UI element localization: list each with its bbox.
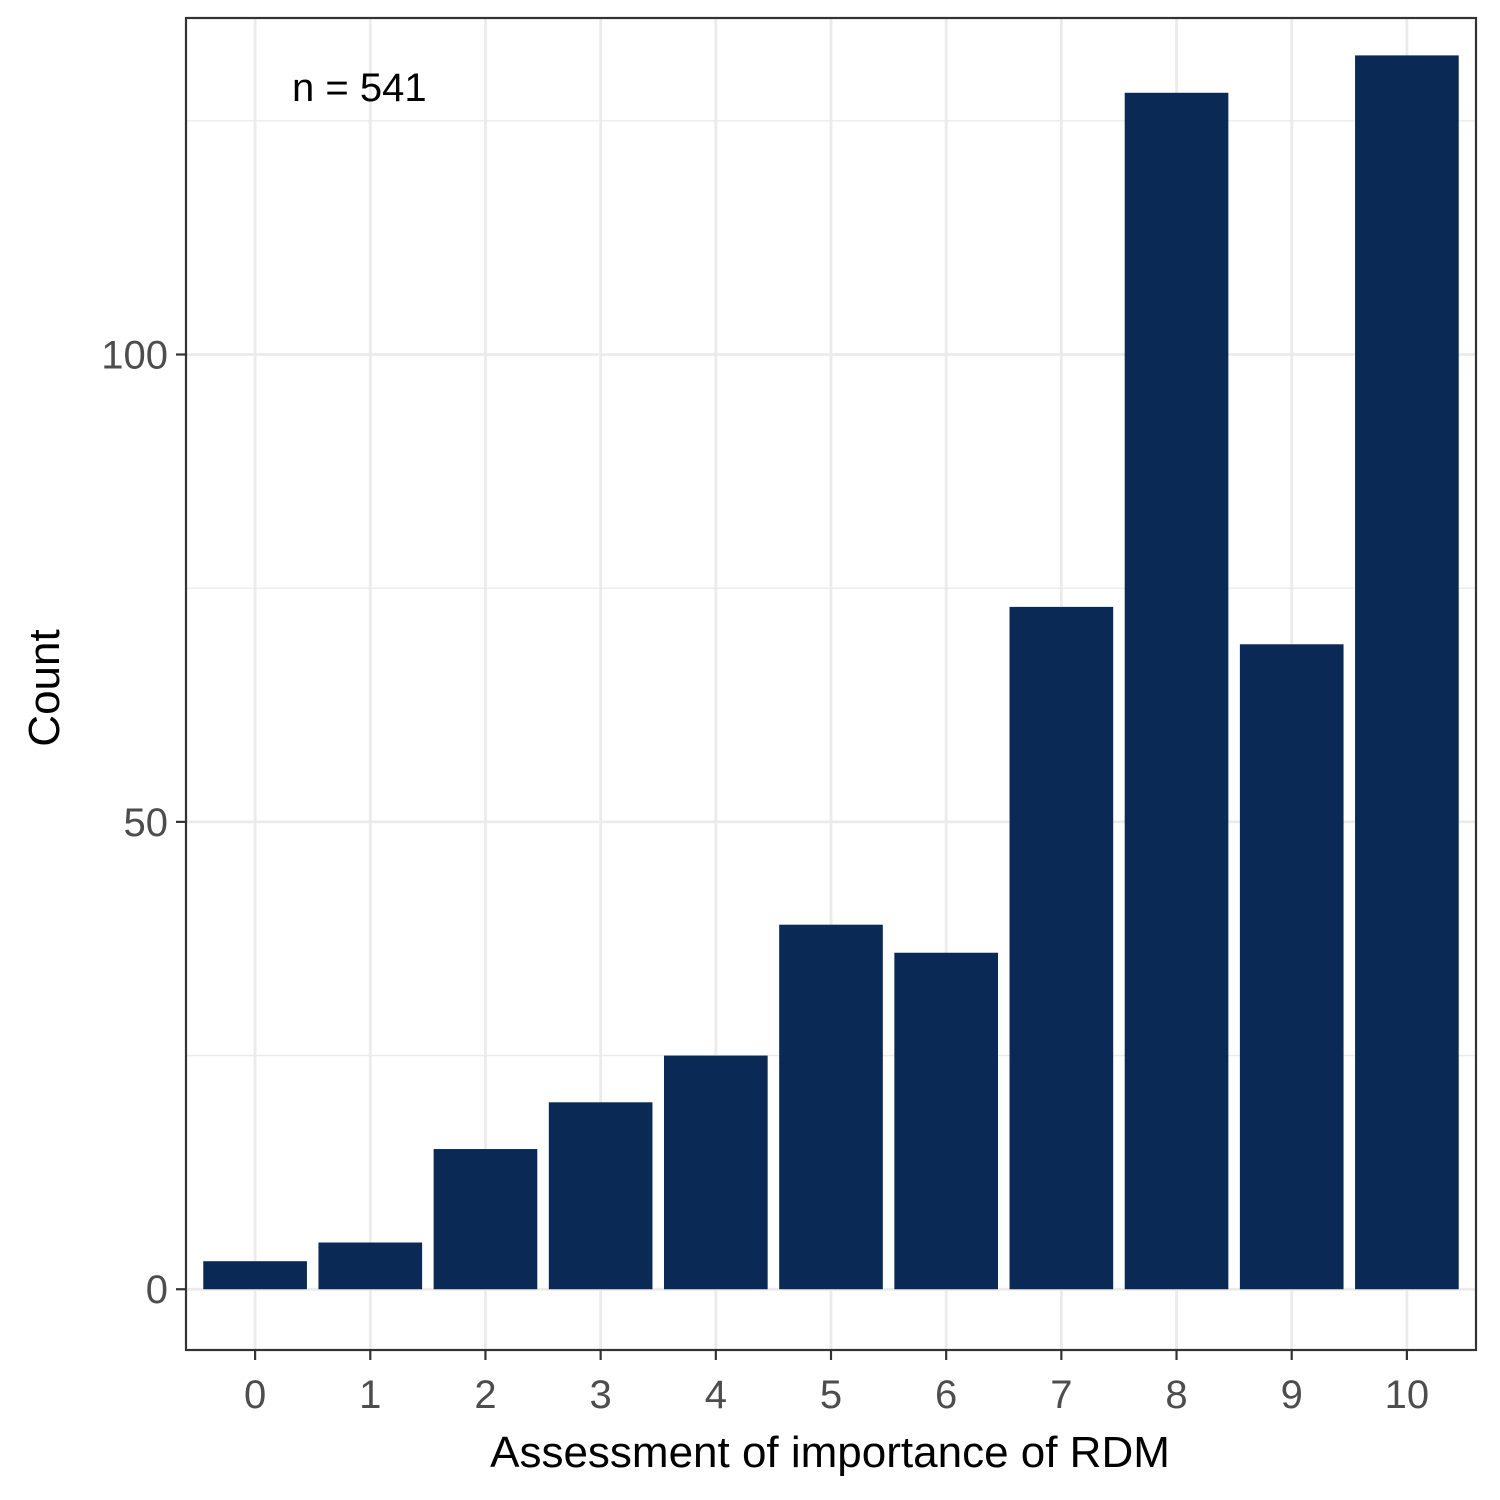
bar-7 <box>1009 606 1114 1290</box>
x-axis-title: Assessment of importance of RDM <box>490 1428 1170 1477</box>
bar-5 <box>779 924 883 1290</box>
y-axis-title: Count <box>20 629 69 746</box>
x-tick-label: 3 <box>590 1373 612 1417</box>
bar-10 <box>1355 55 1459 1290</box>
sample-size-annotation: n = 541 <box>292 66 427 110</box>
y-tick-label: 0 <box>146 1268 168 1312</box>
x-tick-label: 7 <box>1050 1373 1072 1417</box>
x-tick-label: 9 <box>1281 1373 1303 1417</box>
bar-8 <box>1124 92 1229 1290</box>
bar-6 <box>894 952 999 1290</box>
bar-3 <box>548 1102 653 1290</box>
x-tick-label: 4 <box>705 1373 727 1417</box>
bar-layer <box>203 55 1459 1290</box>
x-tick-label: 6 <box>935 1373 957 1417</box>
bar-0 <box>203 1261 307 1290</box>
bar-1 <box>318 1242 423 1290</box>
x-tick-label: 1 <box>359 1373 381 1417</box>
bar-2 <box>433 1149 538 1290</box>
x-tick-label: 8 <box>1165 1373 1187 1417</box>
y-tick-label: 100 <box>101 334 168 378</box>
bar-4 <box>663 1055 768 1290</box>
tick-layer: 0 50 100 0 1 2 3 4 5 6 7 8 9 10 <box>101 334 1429 1417</box>
x-tick-label: 10 <box>1385 1373 1430 1417</box>
x-tick-label: 0 <box>244 1373 266 1417</box>
x-tick-label: 2 <box>474 1373 496 1417</box>
y-tick-label: 50 <box>124 801 169 845</box>
x-tick-label: 5 <box>820 1373 842 1417</box>
bar-9 <box>1239 644 1344 1290</box>
